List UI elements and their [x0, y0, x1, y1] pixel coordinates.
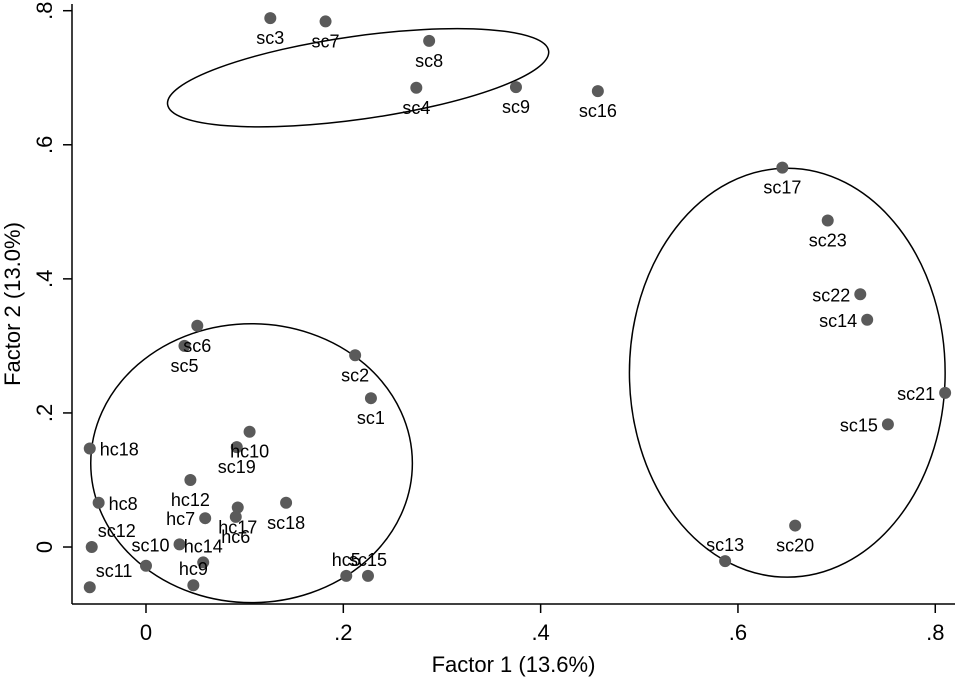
x-tick-label: 0: [140, 620, 152, 645]
data-point-sc15: [361, 569, 374, 582]
data-point-hc18: [83, 442, 96, 455]
x-tick-label: .4: [531, 620, 549, 645]
data-point-hc6: [229, 510, 242, 523]
point-label-sc7: sc7: [312, 31, 340, 51]
data-point-sc12: [85, 541, 98, 554]
data-point-sc21: [939, 386, 952, 399]
point-label-sc22: sc22: [812, 285, 850, 305]
point-label-hc12: hc12: [171, 490, 210, 510]
point-label-hc14: hc14: [184, 536, 223, 556]
x-axis-title: Factor 1 (13.6%): [432, 652, 596, 677]
data-point-sc20: [789, 519, 802, 532]
point-label-sc15: sc15: [349, 550, 387, 570]
point-label-sc8: sc8: [415, 51, 443, 71]
x-tick-label: .8: [926, 620, 944, 645]
data-point-sc9: [509, 81, 522, 94]
point-label-hc17: hc17: [218, 517, 257, 537]
x-tick-label: .6: [729, 620, 747, 645]
point-label-hc9: hc9: [179, 559, 208, 579]
data-point-sc17: [776, 161, 789, 174]
y-tick-label: .8: [32, 2, 57, 20]
point-label-sc10: sc10: [132, 535, 170, 555]
data-point-hc9: [187, 579, 200, 592]
data-point-sc3: [264, 12, 277, 25]
data-point-sc7: [319, 15, 332, 28]
data-point-sc13: [719, 555, 732, 568]
point-label-hc10: hc10: [230, 442, 269, 462]
point-label-sc14: sc14: [819, 311, 857, 331]
point-label-sc5: sc5: [170, 356, 198, 376]
data-point-sc1: [364, 392, 377, 405]
point-label-sc13: sc13: [706, 535, 744, 555]
point-label-hc6: hc6: [221, 527, 250, 547]
point-label-sc15: sc15: [840, 415, 878, 435]
point-label-sc16: sc16: [579, 101, 617, 121]
point-label-sc19: sc19: [218, 457, 256, 477]
data-point-hc14: [197, 556, 210, 569]
point-label-sc23: sc23: [809, 231, 847, 251]
data-point-hc8: [92, 496, 105, 509]
y-tick-label: 0: [32, 541, 57, 553]
point-label-hc18: hc18: [100, 439, 139, 459]
data-point-sc14: [861, 313, 874, 326]
point-label-sc21: sc21: [897, 384, 935, 404]
data-point-hc5: [340, 569, 353, 582]
data-point-sc2: [349, 349, 362, 362]
data-point-sc5: [178, 339, 191, 352]
y-axis-title: Factor 2 (13.0%): [0, 222, 25, 386]
data-point-hc10: [243, 425, 256, 438]
data-point-sc8: [423, 34, 436, 47]
point-label-sc2: sc2: [341, 365, 369, 385]
data-point-sc23: [821, 214, 834, 227]
point-label-sc11: sc11: [96, 561, 133, 581]
y-axis-ticks: 0 .2 .4 .6 .8: [32, 2, 72, 553]
y-tick-label: .2: [32, 404, 57, 422]
data-point-sc4: [410, 81, 423, 94]
y-tick-label: .4: [32, 270, 57, 288]
data-point-hc7: [199, 512, 212, 525]
point-label-sc12: sc12: [98, 521, 136, 541]
point-label-sc6: sc6: [183, 336, 211, 356]
y-tick-label: .6: [32, 136, 57, 154]
data-point-sc10: [173, 538, 186, 551]
point-label-sc1: sc1: [357, 408, 385, 428]
data-point: [139, 559, 152, 572]
data-point-hc12: [184, 473, 197, 486]
x-axis-ticks: 0 .2 .4 .6 .8: [140, 604, 944, 645]
data-points: [83, 12, 952, 594]
point-label-sc3: sc3: [256, 28, 284, 48]
point-label-sc17: sc17: [763, 178, 801, 198]
cluster-ellipse-3: [628, 167, 946, 578]
point-label-sc9: sc9: [502, 97, 530, 117]
data-point-sc22: [854, 288, 867, 301]
cluster-ellipse-1: [166, 27, 550, 128]
data-point-sc16: [591, 85, 604, 98]
point-label-sc18: sc18: [267, 513, 305, 533]
x-tick-label: .2: [334, 620, 352, 645]
point-label-hc8: hc8: [109, 494, 138, 514]
data-point-sc6: [191, 319, 204, 332]
point-label-hc5: hc5: [332, 550, 361, 570]
point-label-sc4: sc4: [402, 98, 430, 118]
point-label-hc7: hc7: [166, 509, 195, 529]
axes: 0 .2 .4 .6 .8 0 .2 .4 .6 .8: [32, 2, 955, 645]
data-point-hc17: [231, 501, 244, 514]
point-label-sc20: sc20: [776, 536, 814, 556]
data-point-sc15: [881, 418, 894, 431]
point-labels: sc3 sc7 sc8 sc4 sc9 sc16 sc17 sc23 sc22 sc14 sc21 s…: [96, 28, 935, 581]
data-point-sc19: [230, 441, 243, 454]
cluster-ellipse-2: [89, 323, 414, 604]
data-point-sc11: [83, 581, 96, 594]
data-point-sc18: [280, 496, 293, 509]
